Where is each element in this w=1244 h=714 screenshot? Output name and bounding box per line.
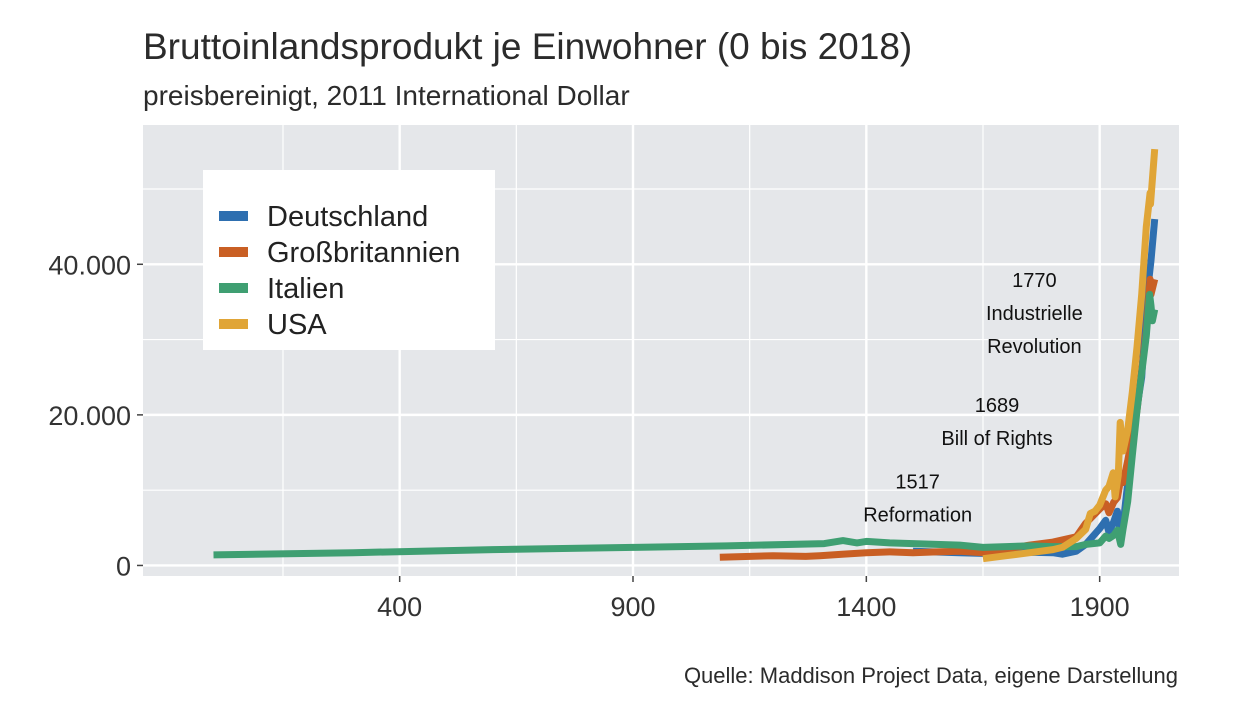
legend-key	[219, 319, 248, 329]
annotation-text: 1770	[1012, 270, 1057, 292]
legend-label: Italien	[267, 273, 344, 305]
legend-key	[219, 247, 248, 257]
annotation-text: Bill of Rights	[941, 428, 1052, 450]
legend-key	[219, 211, 248, 221]
annotation-0: 1770 Industrielle Revolution	[986, 270, 1083, 358]
annotation-text: 1517	[895, 472, 940, 494]
annotation-text: Revolution	[987, 336, 1082, 358]
legend-label: Deutschland	[267, 201, 428, 233]
annotation-text: Industrielle	[986, 303, 1083, 325]
x-tick-label: 1900	[1070, 592, 1130, 622]
legend-key	[219, 283, 248, 293]
chart-caption: Quelle: Maddison Project Data, eigene Da…	[683, 663, 1178, 688]
series-line-usa	[982, 148, 1159, 563]
x-tick-label: 400	[377, 592, 422, 622]
y-tick-label: 0	[116, 551, 131, 581]
annotation-text: 1689	[975, 395, 1020, 417]
chart-title: Bruttoinlandsprodukt je Einwohner (0 bis…	[143, 26, 913, 67]
annotation-text: Reformation	[863, 505, 972, 527]
x-tick-label: 1400	[836, 592, 896, 622]
annotation-1: 1689 Bill of Rights	[941, 395, 1052, 450]
legend-box	[203, 170, 495, 350]
chart-subtitle: preisbereinigt, 2011 International Dolla…	[143, 80, 630, 111]
y-tick-label: 40.000	[48, 250, 131, 280]
annotation-2: 1517 Reformation	[863, 472, 972, 527]
legend-label: USA	[267, 309, 327, 341]
x-tick-label: 900	[610, 592, 655, 622]
legend-label: Großbritannien	[267, 237, 460, 269]
series-line-italien	[213, 290, 1159, 559]
y-tick-label: 20.000	[48, 401, 131, 431]
